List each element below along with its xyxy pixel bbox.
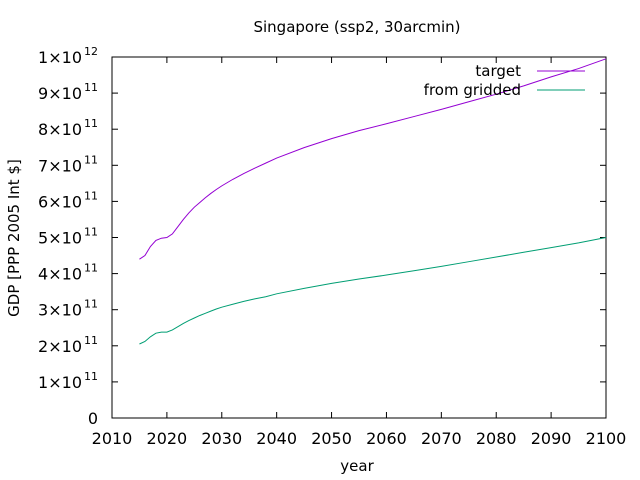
y-tick-exponent: 12 <box>84 45 98 58</box>
y-tick-mantissa: 6 <box>38 192 48 211</box>
y-tick-base: ×10 <box>48 156 82 175</box>
y-tick-mantissa: 9 <box>38 84 48 103</box>
y-tick-label: 1×10 11 <box>38 370 98 392</box>
x-tick-label: 2080 <box>476 429 517 448</box>
y-tick-label: 4×10 11 <box>38 262 98 284</box>
series-line-from-gridded <box>139 237 607 345</box>
chart-title: Singapore (ssp2, 30arcmin) <box>253 18 460 36</box>
y-tick-label: 2×10 11 <box>38 334 98 356</box>
y-tick-base: ×10 <box>48 337 82 356</box>
y-tick-exponent: 11 <box>84 153 98 166</box>
y-tick-base: ×10 <box>48 192 82 211</box>
y-tick-label: 9×10 11 <box>38 81 98 103</box>
y-tick-base: ×10 <box>48 373 82 392</box>
y-tick-label: 6×10 11 <box>38 189 98 211</box>
x-axis-ticks: 2010 2020 2030 2040 2050 2060 2070 2080 2090 2100 <box>92 57 627 448</box>
y-tick-label: 5×10 11 <box>38 226 98 248</box>
y-tick-exponent: 11 <box>84 334 98 347</box>
legend-label: from gridded <box>424 81 521 99</box>
y-tick-mantissa: 1 <box>38 48 48 67</box>
y-tick-exponent: 11 <box>84 262 98 275</box>
y-tick-exponent: 11 <box>84 189 98 202</box>
x-tick-label: 2100 <box>586 429 627 448</box>
y-tick-mantissa: 0 <box>88 409 98 428</box>
y-tick-mantissa: 2 <box>38 337 48 356</box>
y-tick-mantissa: 1 <box>38 373 48 392</box>
x-tick-label: 2030 <box>201 429 242 448</box>
y-tick-base: ×10 <box>48 265 82 284</box>
y-tick-label: 0 <box>88 409 98 428</box>
y-tick-label: 1×10 12 <box>38 45 98 67</box>
legend-label: target <box>475 62 521 80</box>
y-tick-label: 8×10 11 <box>38 117 98 139</box>
series-line-target <box>139 58 607 260</box>
series-lines <box>139 58 607 345</box>
x-tick-label: 2020 <box>147 429 188 448</box>
y-tick-mantissa: 3 <box>38 301 48 320</box>
x-tick-label: 2060 <box>366 429 407 448</box>
x-tick-label: 2090 <box>531 429 572 448</box>
y-tick-exponent: 11 <box>84 81 98 94</box>
y-tick-exponent: 11 <box>84 226 98 239</box>
plot-frame <box>111 56 607 419</box>
y-tick-label: 3×10 11 <box>38 298 98 320</box>
y-axis-ticks: 01×10 112×10 113×10 114×10 115×10 116×10 117×1… <box>38 45 606 428</box>
x-tick-label: 2070 <box>421 429 462 448</box>
y-tick-exponent: 11 <box>84 117 98 130</box>
y-tick-exponent: 11 <box>84 298 98 311</box>
y-tick-exponent: 11 <box>84 370 98 383</box>
y-tick-label: 7×10 11 <box>38 153 98 175</box>
y-tick-base: ×10 <box>48 84 82 103</box>
y-tick-mantissa: 8 <box>38 120 48 139</box>
y-axis-label: GDP [PPP 2005 Int $] <box>5 159 23 317</box>
y-tick-base: ×10 <box>48 48 82 67</box>
x-tick-label: 2040 <box>256 429 297 448</box>
x-tick-label: 2050 <box>311 429 352 448</box>
y-tick-base: ×10 <box>48 301 82 320</box>
y-tick-mantissa: 5 <box>38 229 48 248</box>
x-tick-label: 2010 <box>92 429 133 448</box>
y-tick-mantissa: 4 <box>38 265 48 284</box>
x-axis-label: year <box>340 457 374 475</box>
y-tick-mantissa: 7 <box>38 156 48 175</box>
y-tick-base: ×10 <box>48 229 82 248</box>
plot-border <box>111 56 607 419</box>
y-tick-base: ×10 <box>48 120 82 139</box>
